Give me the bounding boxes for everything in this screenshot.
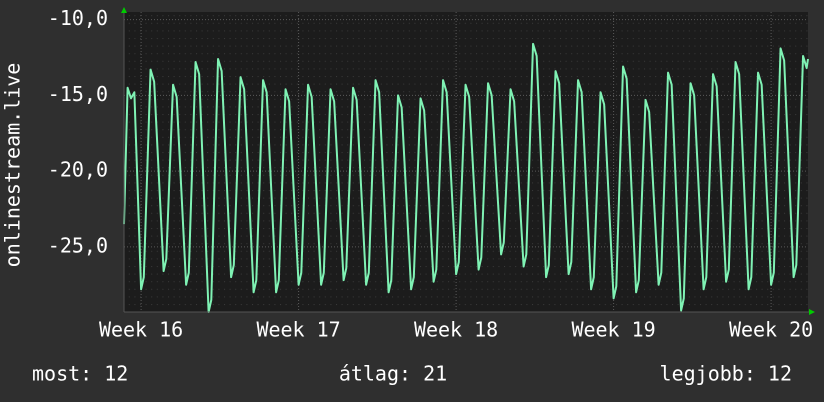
- x-tick-label: Week 16: [99, 318, 183, 342]
- footer-now: most: 12: [32, 362, 128, 386]
- x-tick-label: Week 20: [729, 318, 813, 342]
- y-axis-title: onlinestream.live: [1, 63, 25, 268]
- x-tick-label: Week 18: [414, 318, 498, 342]
- footer-average: átlag: 21: [339, 362, 447, 386]
- y-tick-label: -15,0: [48, 82, 108, 106]
- y-tick-label: -10,0: [48, 6, 108, 30]
- y-tick-label: -20,0: [48, 158, 108, 182]
- x-arrow: [809, 309, 815, 315]
- footer-best: legjobb: 12: [660, 362, 792, 386]
- y-tick-label: -25,0: [48, 233, 108, 257]
- x-tick-label: Week 19: [571, 318, 655, 342]
- x-tick-label: Week 17: [256, 318, 340, 342]
- y-arrow: [121, 7, 127, 13]
- data-line: [123, 42, 809, 313]
